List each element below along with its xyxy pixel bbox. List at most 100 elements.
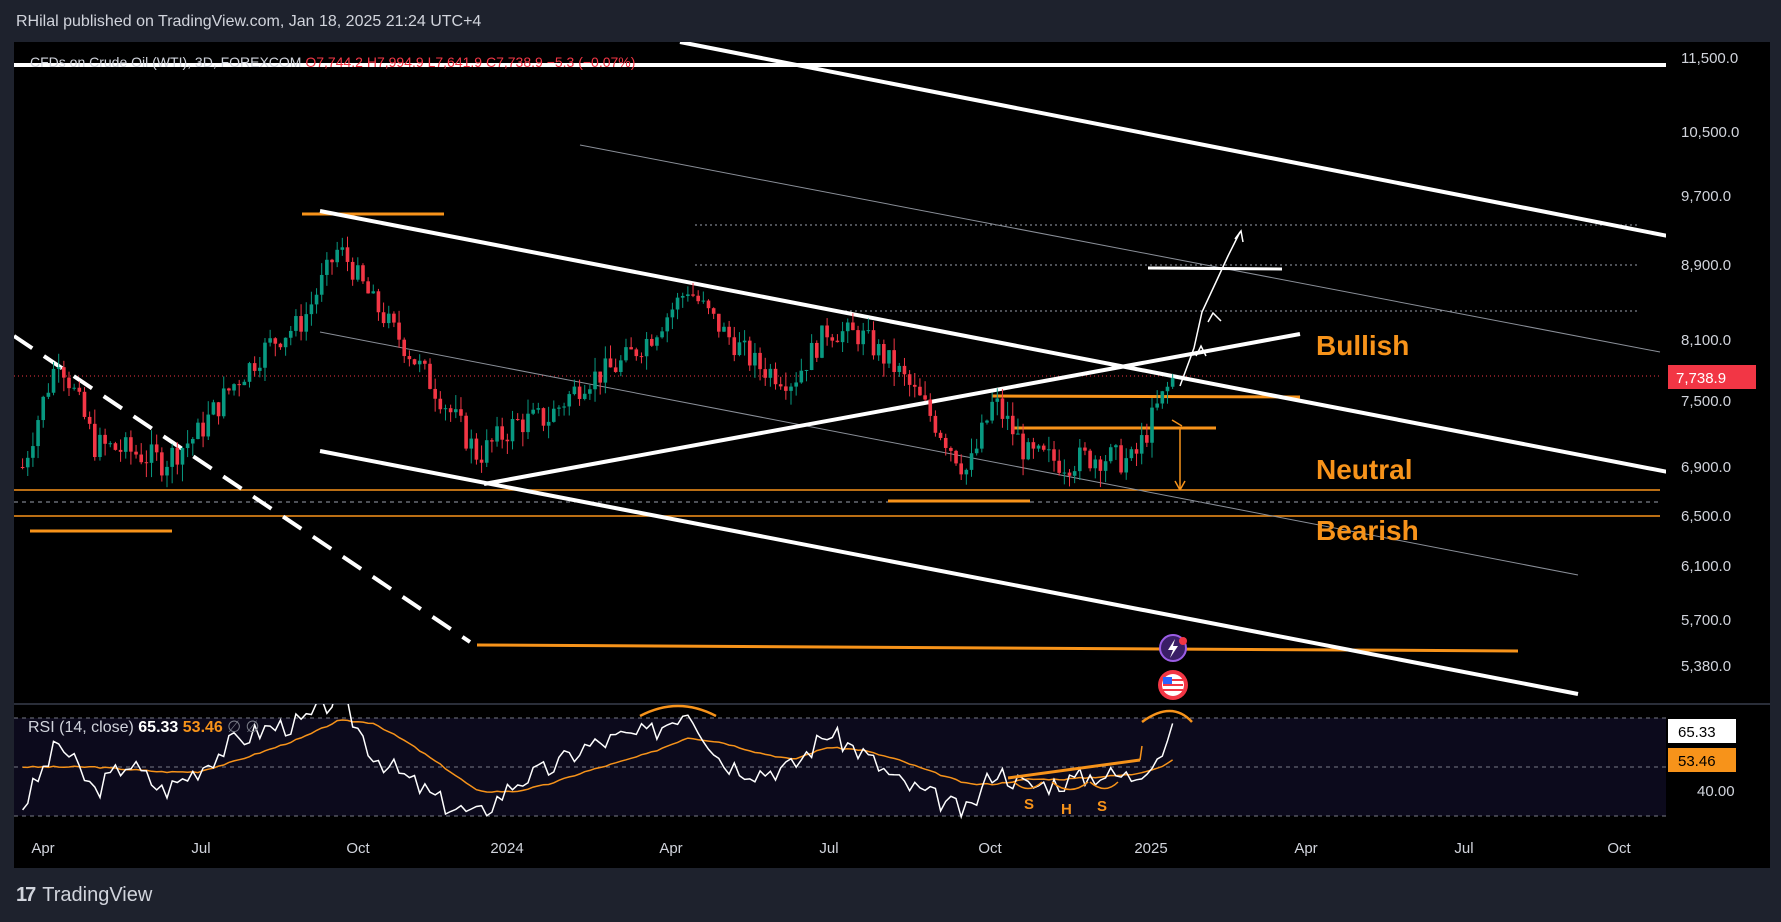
candle-body — [123, 437, 128, 452]
candle-body — [634, 349, 639, 357]
candle-body — [56, 367, 61, 369]
candle-body — [175, 447, 180, 465]
tradingview-logo[interactable]: 17 TradingView — [16, 884, 152, 907]
rsi-pane[interactable]: S H S — [14, 688, 1666, 820]
main-pane[interactable] — [14, 42, 1668, 696]
candle-body — [1057, 460, 1061, 473]
candle-body — [897, 365, 902, 373]
candle-body — [938, 432, 943, 438]
rsi-line[interactable] — [22, 688, 1174, 820]
candle-body — [180, 448, 185, 465]
candle-body — [866, 330, 871, 332]
deep-support-line[interactable] — [476, 643, 1519, 653]
candle-body — [747, 340, 752, 366]
projection-path[interactable] — [1179, 231, 1241, 387]
rsi-axis-label: 40.00 — [1697, 783, 1735, 800]
candle-body — [1072, 471, 1077, 476]
candle-body — [247, 363, 252, 382]
candle-body — [531, 409, 535, 414]
candle-body — [495, 426, 499, 442]
candle-body — [221, 388, 226, 417]
lightning-icon[interactable] — [1159, 634, 1187, 662]
price-tick-label: 5,700.0 — [1681, 612, 1731, 629]
candle-body — [536, 408, 541, 410]
candle-body — [1031, 442, 1036, 449]
candle-body — [665, 317, 670, 332]
candle-body — [1010, 415, 1015, 435]
candle-body — [46, 392, 51, 397]
channel-lower[interactable] — [319, 449, 1579, 696]
candle-body — [211, 402, 216, 415]
candle-body — [918, 386, 922, 396]
time-tick-label: Oct — [346, 840, 370, 857]
candle-body — [629, 347, 633, 350]
candle-body — [980, 422, 984, 449]
candle-body — [820, 325, 824, 358]
candle-body — [144, 462, 149, 464]
candle-body — [505, 439, 510, 442]
candle-body — [949, 447, 953, 451]
rising-trendline[interactable] — [483, 332, 1301, 486]
candle-body — [680, 295, 685, 298]
dashed-downtrend[interactable] — [14, 334, 472, 644]
rsi-value-tag — [1668, 719, 1736, 743]
time-axis[interactable]: Apr Jul Oct 2024 Apr Jul Oct 2025 Apr Jul Oct — [31, 840, 1631, 857]
rsi-arc-left — [639, 704, 717, 718]
candle-body — [361, 265, 365, 282]
candle-body — [82, 391, 87, 417]
candle-body — [319, 274, 324, 295]
projection-arrow-1 — [1195, 344, 1207, 357]
candle-body — [1052, 449, 1056, 461]
candles[interactable] — [20, 236, 1175, 488]
candle-body — [1021, 433, 1025, 460]
candle-body — [356, 265, 360, 280]
rsi-legend[interactable]: RSI (14, close) 65.33 53.46 ∅ ∅ — [28, 717, 260, 737]
candle-body — [484, 440, 489, 463]
rsi-ma-line[interactable] — [22, 719, 1174, 793]
candle-body — [263, 342, 267, 368]
projection-arrow-2 — [1207, 311, 1222, 323]
candle-body — [804, 370, 809, 372]
footer — [0, 868, 1781, 922]
candle-body — [732, 337, 737, 356]
candle-body — [459, 409, 463, 416]
candle-body — [92, 423, 97, 458]
price-tick-label: 6,900.0 — [1681, 459, 1731, 476]
candle-body — [165, 466, 169, 476]
time-tick-label: Apr — [659, 840, 682, 857]
rsi-neckline[interactable] — [1007, 758, 1141, 780]
candle-body — [464, 415, 468, 449]
target-level-line[interactable] — [1147, 266, 1283, 271]
channel-upper-outer[interactable] — [679, 42, 1668, 238]
candle-body — [717, 313, 721, 332]
candle-body — [1062, 472, 1067, 474]
candle-body — [1124, 458, 1129, 473]
candle-body — [1103, 461, 1108, 471]
channel-midline-lower[interactable] — [319, 331, 1579, 576]
candle-body — [397, 322, 401, 340]
price-axis[interactable]: 11,500.0 10,500.0 9,700.0 8,900.0 8,100.0 7,5… — [1681, 50, 1739, 675]
target-arrow-tip-a — [1174, 480, 1181, 491]
candle-body — [577, 386, 582, 399]
candle-body — [443, 408, 448, 410]
time-tick-label: Jul — [819, 840, 838, 857]
us-flag-icon[interactable] — [1158, 670, 1188, 700]
channel-upper[interactable] — [319, 209, 1668, 474]
ohlc-change: −5.3 (−0.07%) — [546, 54, 636, 70]
candle-body — [830, 337, 835, 341]
neckline-upper[interactable] — [991, 394, 1301, 399]
pattern-label-s1: S — [1024, 796, 1034, 813]
symbol-legend[interactable]: CFDs on Crude Oil (WTI), 3D, FOREXCOM O7… — [30, 54, 635, 70]
channel-midline-upper[interactable] — [579, 144, 1661, 353]
candle-body — [825, 325, 829, 338]
candle-body — [1139, 435, 1144, 454]
candle-body — [433, 388, 437, 399]
candle-body — [871, 330, 876, 356]
candle-body — [242, 381, 247, 386]
candle-body — [381, 312, 386, 324]
rsi-arc-right — [1141, 709, 1193, 724]
time-tick-label: 2024 — [490, 840, 523, 857]
candle-body — [778, 384, 783, 387]
candle-body — [1093, 459, 1098, 469]
